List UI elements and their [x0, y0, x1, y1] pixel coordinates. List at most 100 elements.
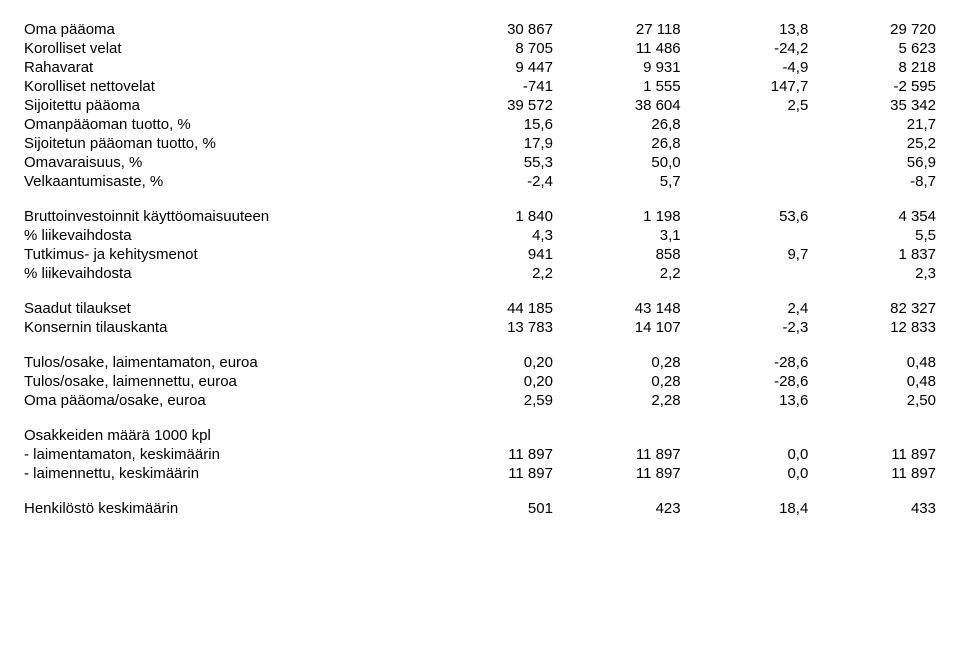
cell-c2: 9 931 [553, 58, 681, 77]
cell-c1: 44 185 [425, 299, 553, 318]
cell-c4: 433 [808, 499, 936, 518]
table-row: Sijoitettu pääoma39 57238 6042,535 342 [24, 96, 936, 115]
cell-c1: 9 447 [425, 58, 553, 77]
cell-c1: 55,3 [425, 153, 553, 172]
cell-c1: 2,59 [425, 391, 553, 410]
table-row: Tutkimus- ja kehitysmenot9418589,71 837 [24, 245, 936, 264]
cell-c3 [681, 226, 809, 245]
cell-c3 [681, 426, 809, 445]
cell-c3 [681, 153, 809, 172]
cell-c4: 2,3 [808, 264, 936, 283]
cell-c1: 941 [425, 245, 553, 264]
cell-c4: 2,50 [808, 391, 936, 410]
table-row: Omavaraisuus, %55,350,056,9 [24, 153, 936, 172]
table-row: Oma pääoma/osake, euroa2,592,2813,62,50 [24, 391, 936, 410]
cell-c4: 0,48 [808, 372, 936, 391]
cell-c3: 9,7 [681, 245, 809, 264]
row-label: Osakkeiden määrä 1000 kpl [24, 426, 425, 445]
table-row: Bruttoinvestoinnit käyttöomaisuuteen1 84… [24, 207, 936, 226]
cell-c3: 2,5 [681, 96, 809, 115]
cell-c3: -28,6 [681, 353, 809, 372]
row-label: Tutkimus- ja kehitysmenot [24, 245, 425, 264]
cell-c4 [808, 426, 936, 445]
table-row: Korolliset nettovelat-7411 555147,7-2 59… [24, 77, 936, 96]
cell-c3: 53,6 [681, 207, 809, 226]
row-label: Tulos/osake, laimennettu, euroa [24, 372, 425, 391]
row-label: - laimentamaton, keskimäärin [24, 445, 425, 464]
table-row: Tulos/osake, laimennettu, euroa0,200,28-… [24, 372, 936, 391]
cell-c3 [681, 115, 809, 134]
cell-c4: 4 354 [808, 207, 936, 226]
table-row: Konsernin tilauskanta13 78314 107-2,312 … [24, 318, 936, 337]
cell-c1: 17,9 [425, 134, 553, 153]
cell-c1: 11 897 [425, 464, 553, 483]
cell-c3: 13,8 [681, 20, 809, 39]
cell-c3 [681, 134, 809, 153]
cell-c4: 5,5 [808, 226, 936, 245]
cell-c2: 3,1 [553, 226, 681, 245]
cell-c2: 2,28 [553, 391, 681, 410]
cell-c1: -2,4 [425, 172, 553, 191]
table-row: Henkilöstö keskimäärin50142318,4433 [24, 499, 936, 518]
cell-c3: 0,0 [681, 464, 809, 483]
cell-c2: 14 107 [553, 318, 681, 337]
row-label: Rahavarat [24, 58, 425, 77]
cell-c1: -741 [425, 77, 553, 96]
spacer-row [24, 483, 936, 499]
cell-c4: 12 833 [808, 318, 936, 337]
cell-c3: 0,0 [681, 445, 809, 464]
table-row: - laimennettu, keskimäärin11 89711 8970,… [24, 464, 936, 483]
cell-c3 [681, 172, 809, 191]
cell-c4: -8,7 [808, 172, 936, 191]
table-row: % liikevaihdosta4,33,1 5,5 [24, 226, 936, 245]
cell-c4: 29 720 [808, 20, 936, 39]
table-row: Tulos/osake, laimentamaton, euroa0,200,2… [24, 353, 936, 372]
cell-c4: 8 218 [808, 58, 936, 77]
row-label: Oma pääoma [24, 20, 425, 39]
row-label: % liikevaihdosta [24, 264, 425, 283]
spacer-row [24, 410, 936, 426]
row-label: Velkaantumisaste, % [24, 172, 425, 191]
cell-c3: 147,7 [681, 77, 809, 96]
cell-c2: 423 [553, 499, 681, 518]
cell-c1: 2,2 [425, 264, 553, 283]
table-row: Osakkeiden määrä 1000 kpl [24, 426, 936, 445]
cell-c3: -2,3 [681, 318, 809, 337]
cell-c2: 1 198 [553, 207, 681, 226]
table-row: Sijoitetun pääoman tuotto, %17,926,8 25,2 [24, 134, 936, 153]
cell-c2: 1 555 [553, 77, 681, 96]
cell-c2: 0,28 [553, 372, 681, 391]
cell-c1: 11 897 [425, 445, 553, 464]
cell-c2: 26,8 [553, 134, 681, 153]
cell-c2: 2,2 [553, 264, 681, 283]
cell-c4: -2 595 [808, 77, 936, 96]
cell-c2: 858 [553, 245, 681, 264]
cell-c2: 43 148 [553, 299, 681, 318]
cell-c2: 11 897 [553, 464, 681, 483]
row-label: Konsernin tilauskanta [24, 318, 425, 337]
cell-c2: 11 897 [553, 445, 681, 464]
cell-c1: 4,3 [425, 226, 553, 245]
cell-c4: 0,48 [808, 353, 936, 372]
cell-c4: 5 623 [808, 39, 936, 58]
cell-c3: -28,6 [681, 372, 809, 391]
cell-c3: -24,2 [681, 39, 809, 58]
table-row: Omanpääoman tuotto, %15,626,821,7 [24, 115, 936, 134]
cell-c1: 13 783 [425, 318, 553, 337]
cell-c1: 8 705 [425, 39, 553, 58]
cell-c1 [425, 426, 553, 445]
cell-c4: 1 837 [808, 245, 936, 264]
cell-c4: 25,2 [808, 134, 936, 153]
row-label: Sijoitetun pääoman tuotto, % [24, 134, 425, 153]
cell-c2: 50,0 [553, 153, 681, 172]
cell-c3: 2,4 [681, 299, 809, 318]
cell-c1: 501 [425, 499, 553, 518]
financial-table: Oma pääoma30 86727 11813,829 720Korollis… [24, 20, 936, 518]
row-label: % liikevaihdosta [24, 226, 425, 245]
cell-c4: 56,9 [808, 153, 936, 172]
row-label: Oma pääoma/osake, euroa [24, 391, 425, 410]
cell-c2: 0,28 [553, 353, 681, 372]
row-label: Korolliset nettovelat [24, 77, 425, 96]
cell-c1: 0,20 [425, 372, 553, 391]
cell-c2: 11 486 [553, 39, 681, 58]
